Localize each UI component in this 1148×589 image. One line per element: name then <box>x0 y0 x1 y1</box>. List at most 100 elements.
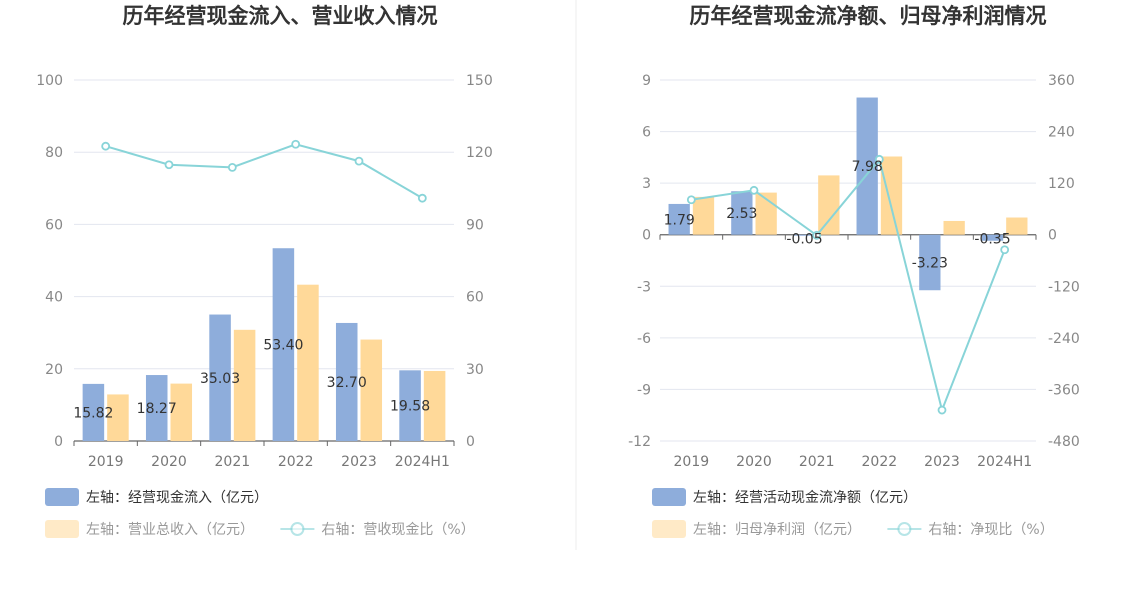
panel1-bar-secondary <box>233 329 256 441</box>
panel2-chart-title: 历年经营现金流净额、归母净利润情况 <box>690 4 1047 28</box>
panel2-legend-line-marker <box>897 522 912 536</box>
panel2-bar-primary <box>919 234 941 291</box>
panel2-x-tick-label: 2020 <box>736 454 772 470</box>
panel1-legend-line-marker <box>290 522 305 536</box>
panel1-ratio-point <box>164 160 174 170</box>
panel2-ratio-point <box>686 195 696 205</box>
panel1-bar-secondary <box>170 383 193 441</box>
panel2-right-tick-label: 240 <box>1048 125 1075 141</box>
panel2-legend-label: 右轴：净现比（%） <box>928 522 1053 538</box>
panel2-left-tick-label: 9 <box>642 73 651 89</box>
panel1-bar-secondary <box>423 370 446 441</box>
panel1-x-tick-label: 2022 <box>278 454 314 470</box>
panel1-bar-data-label: 53.40 <box>263 338 303 354</box>
panel1-x-tick-label: 2019 <box>88 454 124 470</box>
panel1-x-tick-label: 2020 <box>151 454 187 470</box>
panel2-right-tick-label: -120 <box>1048 279 1080 295</box>
panel2-bar-data-label: 1.79 <box>664 212 695 228</box>
panel2-right-tick-label: -360 <box>1048 382 1080 398</box>
panel1-bar-data-label: 15.82 <box>73 405 113 421</box>
panel1-right-tick-label: 0 <box>466 434 475 450</box>
panel1-bar-secondary <box>360 339 383 441</box>
panel2-bar-secondary <box>943 220 965 235</box>
panel1-right-tick-label: 120 <box>466 145 493 161</box>
panel2-left-tick-label: -6 <box>637 331 651 347</box>
panel1-chart-title: 历年经营现金流入、营业收入情况 <box>123 4 438 28</box>
panel2-bar-data-label: -0.35 <box>974 232 1010 248</box>
panel1-left-tick-label: 100 <box>36 73 63 89</box>
panel2-bar-primary <box>668 203 690 235</box>
panel2-bar-secondary <box>692 196 715 235</box>
panel2-bar-primary <box>731 191 753 235</box>
panel2-ratio-point <box>874 154 884 164</box>
panel1-ratio-point <box>417 193 427 203</box>
panel2-right-tick-label: -480 <box>1048 434 1080 450</box>
panel2-ratio-point <box>749 185 759 195</box>
panel1-legend-swatch <box>45 520 79 538</box>
panel2-bar-data-label: -3.23 <box>912 255 948 271</box>
panel2-ratio-point <box>937 405 947 415</box>
panel2-bar-data-label: -0.05 <box>786 232 822 248</box>
panel1-left-tick-label: 0 <box>54 434 63 450</box>
panel1-legend-label: 右轴：营收现金比（%） <box>321 522 474 538</box>
panel2-legend-swatch <box>652 520 686 538</box>
panel2-bar-primary <box>856 97 878 235</box>
panel1-right-tick-label: 30 <box>466 362 484 378</box>
panel1-x-tick-label: 2023 <box>341 454 377 470</box>
panel2-right-tick-label: 360 <box>1048 73 1075 89</box>
panel1-left-tick-label: 40 <box>45 290 63 306</box>
panel1-x-tick-label: 2021 <box>215 454 251 470</box>
panel2-x-tick-label: 2024H1 <box>977 454 1032 470</box>
panel1-legend-swatch <box>45 488 79 506</box>
panel1-bar-data-label: 32.70 <box>327 375 367 391</box>
panel2-left-tick-label: -9 <box>637 382 651 398</box>
panel1-bar-secondary <box>107 394 129 441</box>
panel1-ratio-point <box>227 162 237 172</box>
panel2-right-tick-label: -240 <box>1048 331 1080 347</box>
panel2-bar-secondary <box>1006 217 1028 235</box>
panel2-bar-data-label: 7.98 <box>852 159 883 175</box>
panel1-right-tick-label: 150 <box>466 73 493 89</box>
panel2-left-tick-label: 0 <box>642 228 651 244</box>
panel2-left-tick-label: -3 <box>637 279 651 295</box>
panel2-bar-data-label: 2.53 <box>726 206 757 222</box>
panel1-ratio-point <box>291 139 301 149</box>
panel1-ratio-point <box>101 141 111 151</box>
panel1-right-tick-label: 90 <box>466 217 484 233</box>
panel1-bar-data-label: 18.27 <box>137 401 177 417</box>
panel1-left-tick-label: 80 <box>45 145 63 161</box>
panel2-ratio-point <box>812 230 822 240</box>
panel2-right-tick-label: 0 <box>1048 228 1057 244</box>
panel2-legend-swatch <box>652 488 686 506</box>
panel2-right-tick-label: 120 <box>1048 176 1075 192</box>
panel1-left-tick-label: 60 <box>45 217 63 233</box>
panel1-bar-primary <box>145 375 168 441</box>
panel2-x-tick-label: 2019 <box>674 454 710 470</box>
panel1-bar-data-label: 35.03 <box>200 371 240 387</box>
panel1-bar-primary <box>209 314 231 441</box>
panel2-left-tick-label: 3 <box>642 176 651 192</box>
panel2-bar-secondary <box>818 175 840 235</box>
panel2-left-tick-label: -12 <box>628 434 651 450</box>
panel1-legend-label: 左轴：经营现金流入（亿元） <box>86 490 268 506</box>
panel2-ratio-line <box>691 157 1006 414</box>
panel1-legend-label: 左轴：营业总收入（亿元） <box>86 522 254 538</box>
panel1-bar-primary <box>82 383 105 441</box>
panel1-right-tick-label: 60 <box>466 290 484 306</box>
panel2-x-tick-label: 2022 <box>862 454 898 470</box>
panel2-legend-label: 左轴：经营活动现金流净额（亿元） <box>693 490 917 506</box>
panel2-left-tick-label: 6 <box>642 125 651 141</box>
panel2-bar-primary <box>793 234 816 236</box>
panel1-x-tick-label: 2024H1 <box>395 454 450 470</box>
panel1-bar-data-label: 19.58 <box>390 399 430 415</box>
panel1-bar-primary <box>335 322 358 441</box>
panel2-legend-label: 左轴：归母净利润（亿元） <box>693 521 861 538</box>
panel1-left-tick-label: 20 <box>45 362 63 378</box>
panel2-x-tick-label: 2023 <box>924 454 960 470</box>
panel2-ratio-point <box>1000 245 1010 255</box>
panel2-x-tick-label: 2021 <box>799 454 835 470</box>
panel2-bar-primary <box>981 234 1004 241</box>
panel1-ratio-line <box>105 143 423 200</box>
